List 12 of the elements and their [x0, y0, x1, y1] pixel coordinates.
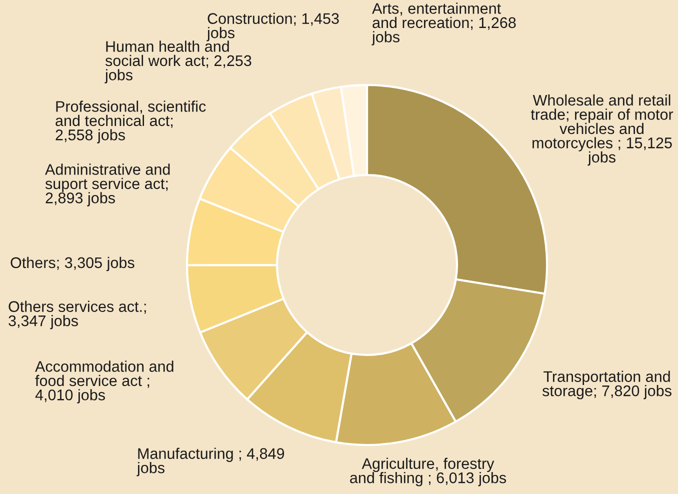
slice-label: Others services act.; 3,347 jobs — [8, 300, 146, 330]
slice-label: Arts, entertainment and recreation; 1,268 jobs — [372, 2, 516, 46]
slice-label: Professional, scientific and technical act; 2,558 jobs — [56, 100, 206, 144]
slice-label: Administrative and suport service act; 2,893 jobs — [45, 164, 170, 206]
slice-label: Accommodation and food service act ; 4,010 jobs — [35, 360, 174, 404]
slice-label: Manufacturing ; 4,849 jobs — [136, 448, 284, 476]
slice-label: Transportation and storage; 7,820 jobs — [542, 370, 672, 400]
slice-label: Wholesale and retail trade; repair of motor vehicles and motorcycles ; 15,125 jobs — [530, 94, 674, 166]
slice-label: Construction; 1,453 jobs — [206, 12, 339, 42]
slice-label: Human health and social work act; 2,253 jobs — [104, 40, 252, 84]
slice-label: Others; 3,305 jobs — [10, 256, 134, 272]
slice-label: Agriculture, forestry and fishing ; 6,013 jobs — [350, 458, 506, 486]
